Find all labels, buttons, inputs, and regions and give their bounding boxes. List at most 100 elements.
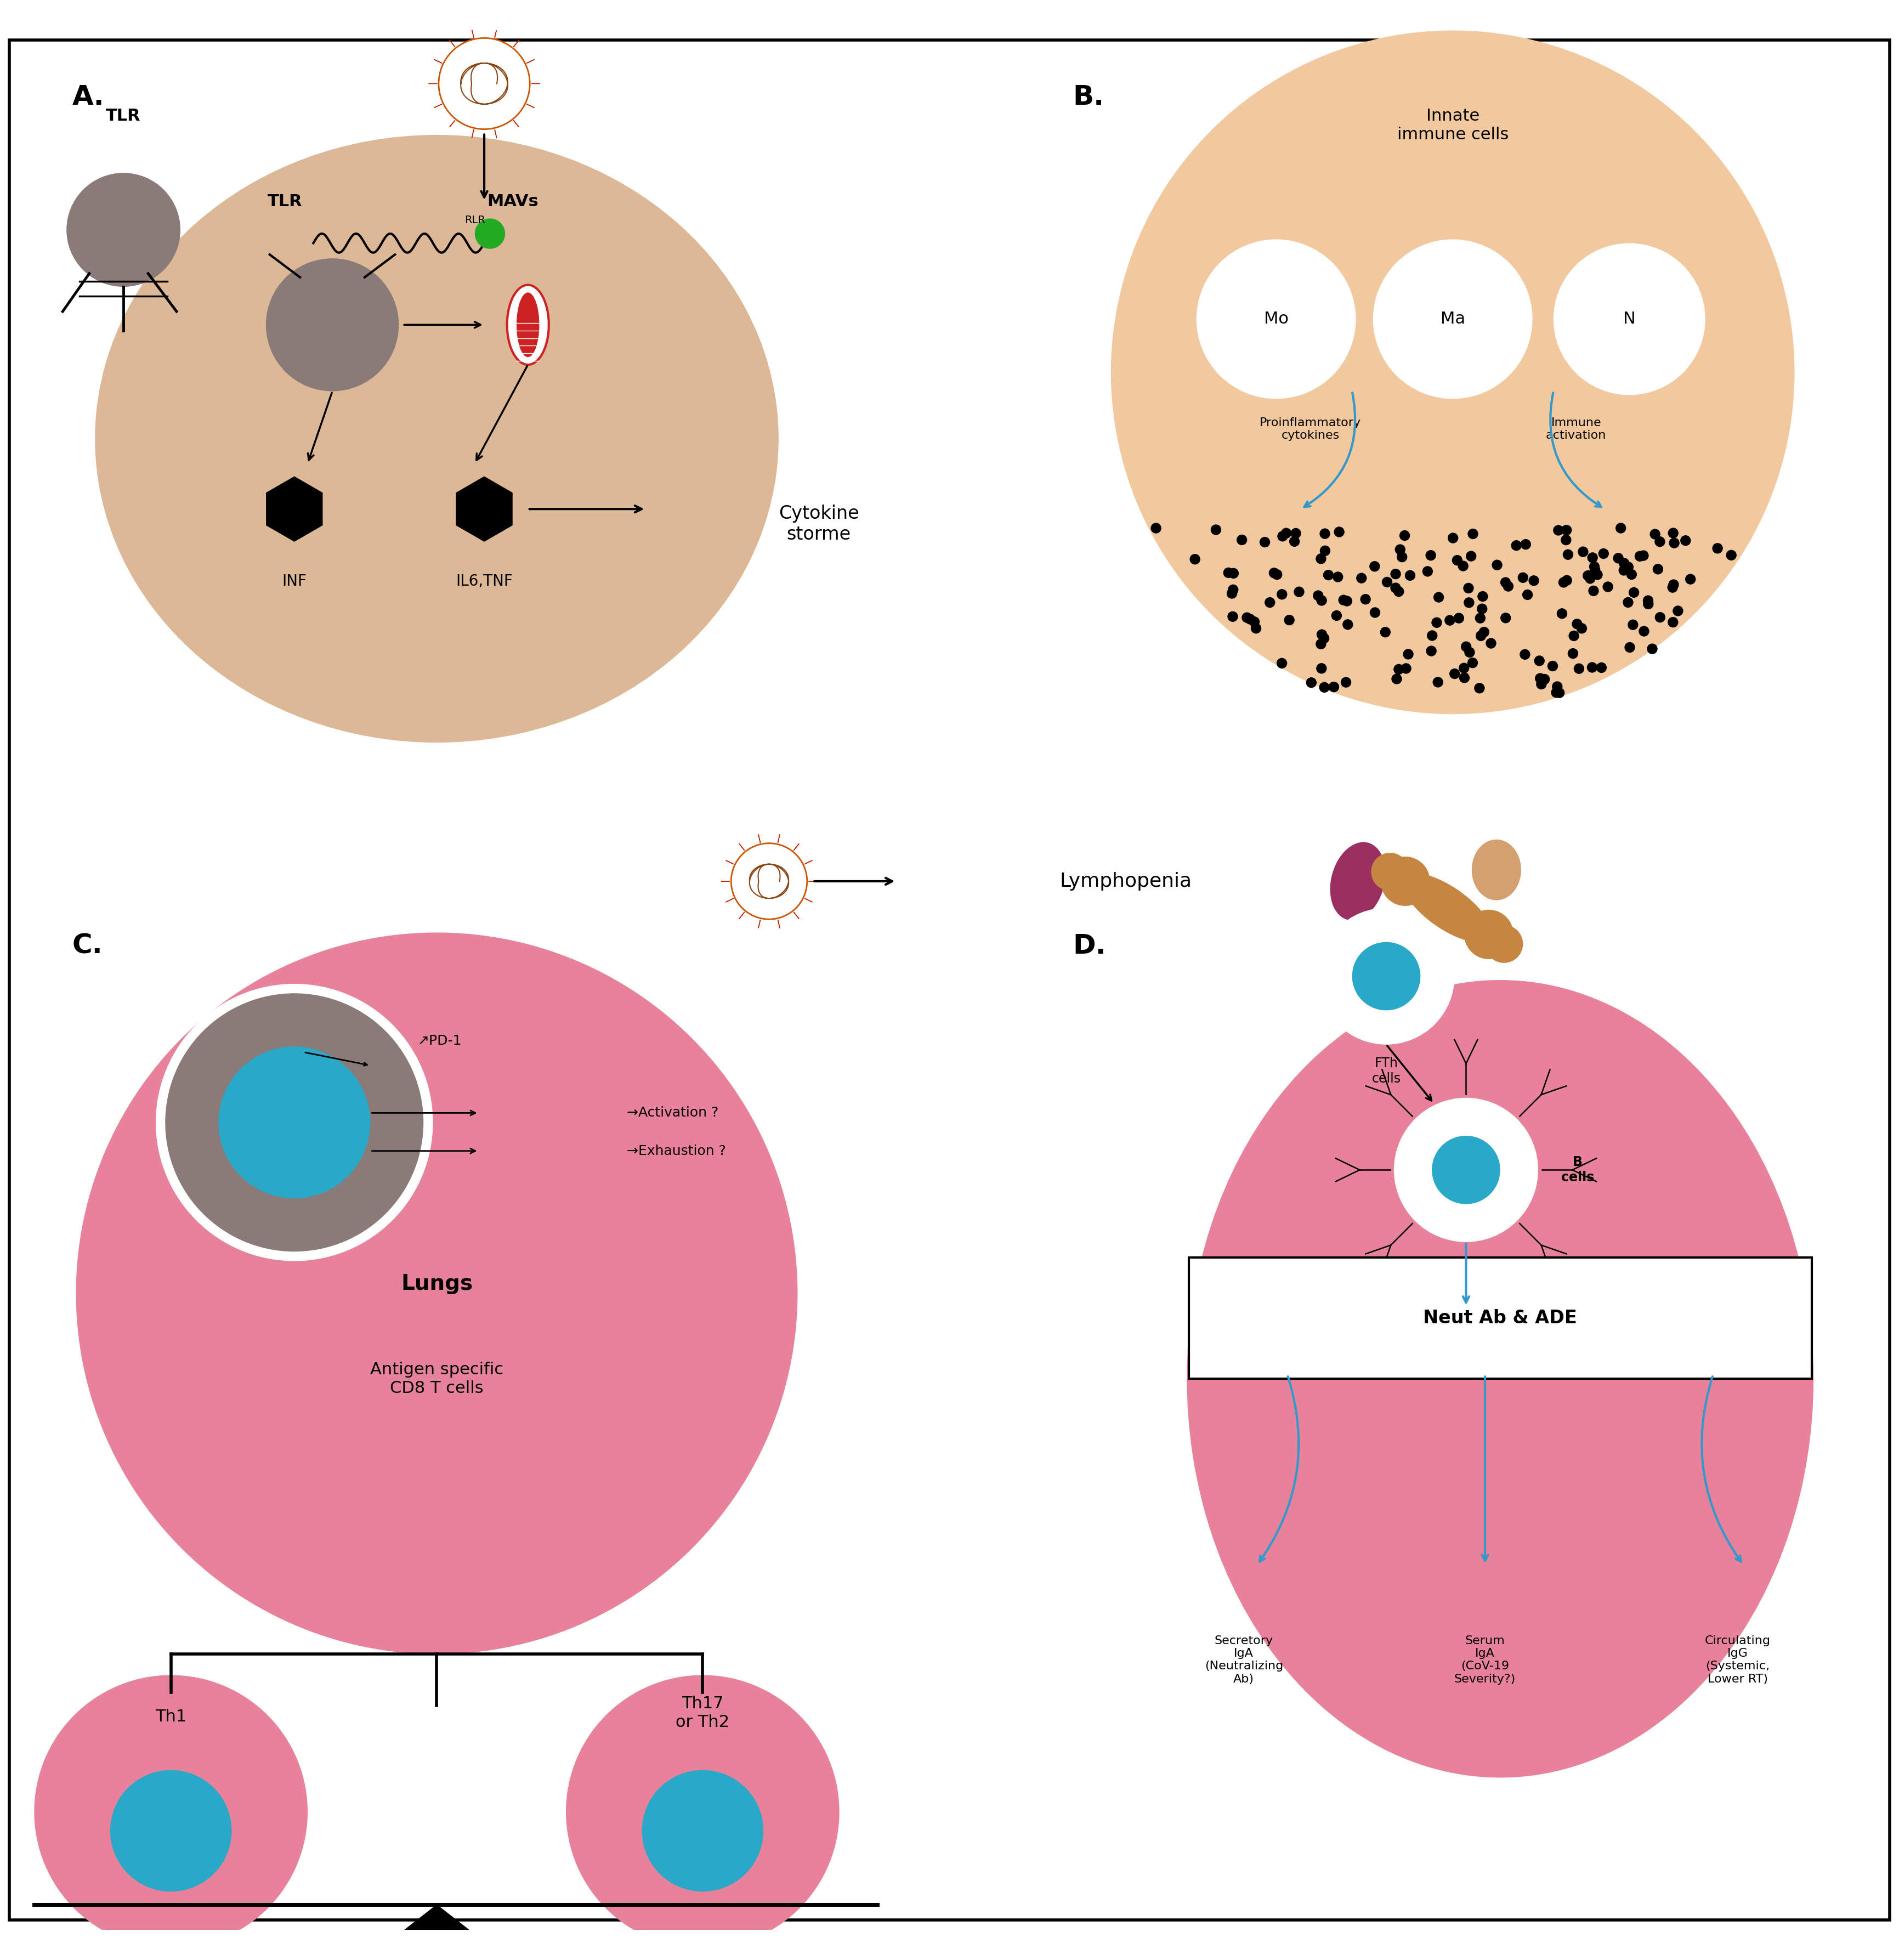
Circle shape <box>1360 594 1371 604</box>
Circle shape <box>1394 1098 1538 1243</box>
FancyArrowPatch shape <box>435 59 442 63</box>
Circle shape <box>1477 604 1487 613</box>
Circle shape <box>1512 541 1521 551</box>
Circle shape <box>1316 639 1326 649</box>
Circle shape <box>1329 682 1339 692</box>
Circle shape <box>1629 588 1639 598</box>
Circle shape <box>1196 239 1356 400</box>
Text: C.: C. <box>72 933 103 958</box>
Circle shape <box>1396 545 1405 555</box>
Circle shape <box>1223 568 1234 578</box>
Circle shape <box>1654 612 1665 623</box>
Circle shape <box>1320 529 1329 539</box>
Circle shape <box>1468 529 1477 539</box>
Text: Proinflammatory
cytokines: Proinflammatory cytokines <box>1259 417 1362 441</box>
Text: Lungs: Lungs <box>401 1274 473 1294</box>
Circle shape <box>1626 568 1637 580</box>
Circle shape <box>1394 586 1403 598</box>
FancyArrowPatch shape <box>794 845 799 851</box>
Circle shape <box>1432 617 1441 627</box>
Circle shape <box>1667 582 1679 592</box>
Circle shape <box>1588 586 1599 596</box>
FancyArrowPatch shape <box>1259 1376 1299 1562</box>
Circle shape <box>1477 592 1489 602</box>
Text: Immune
activation: Immune activation <box>1546 417 1607 441</box>
Text: →Activation ?: →Activation ? <box>627 1105 718 1119</box>
Text: B
cells: B cells <box>1561 1156 1593 1184</box>
Circle shape <box>1432 676 1443 688</box>
Circle shape <box>1639 551 1648 561</box>
Ellipse shape <box>507 284 549 365</box>
Circle shape <box>1343 596 1352 606</box>
Text: RLR: RLR <box>465 216 484 225</box>
Circle shape <box>1460 641 1472 653</box>
FancyArrowPatch shape <box>794 911 799 919</box>
Circle shape <box>1464 909 1514 958</box>
Text: Mo: Mo <box>1265 312 1288 327</box>
Circle shape <box>1624 643 1635 653</box>
Circle shape <box>1561 525 1572 535</box>
Circle shape <box>1624 563 1633 572</box>
Circle shape <box>1578 547 1588 557</box>
Polygon shape <box>456 476 513 541</box>
Circle shape <box>1612 553 1624 563</box>
Circle shape <box>1352 943 1420 1011</box>
Circle shape <box>1320 682 1329 692</box>
Circle shape <box>1272 568 1282 580</box>
Circle shape <box>1551 688 1561 698</box>
FancyArrowPatch shape <box>805 860 813 864</box>
Circle shape <box>1278 531 1288 541</box>
Circle shape <box>1291 527 1301 539</box>
Circle shape <box>1553 243 1705 396</box>
Circle shape <box>1635 551 1645 563</box>
Circle shape <box>34 1676 308 1948</box>
Circle shape <box>1485 925 1523 962</box>
Circle shape <box>1426 645 1438 657</box>
Text: N: N <box>1624 312 1635 327</box>
Circle shape <box>1312 590 1324 602</box>
Circle shape <box>218 1047 370 1198</box>
Text: B.: B. <box>1073 84 1103 110</box>
Circle shape <box>1476 631 1487 641</box>
Circle shape <box>1502 580 1514 592</box>
Circle shape <box>76 933 798 1654</box>
Circle shape <box>1464 598 1474 608</box>
Circle shape <box>475 218 505 249</box>
Circle shape <box>1229 584 1238 596</box>
Circle shape <box>1250 617 1259 627</box>
Text: FTh
cells: FTh cells <box>1371 1056 1401 1086</box>
Text: Circulating
IgG
(Systemic,
Lower RT): Circulating IgG (Systemic, Lower RT) <box>1705 1635 1770 1684</box>
Circle shape <box>1540 674 1550 684</box>
Text: IL6,TNF: IL6,TNF <box>456 574 513 588</box>
Circle shape <box>1464 647 1476 659</box>
Circle shape <box>1639 625 1650 637</box>
Circle shape <box>1242 612 1251 623</box>
Circle shape <box>1320 545 1331 557</box>
Circle shape <box>1569 649 1578 659</box>
Circle shape <box>1453 555 1462 566</box>
Circle shape <box>1151 523 1162 533</box>
Ellipse shape <box>517 292 539 357</box>
FancyArrowPatch shape <box>1702 1376 1741 1562</box>
Circle shape <box>1381 857 1430 906</box>
Circle shape <box>1529 576 1540 586</box>
Circle shape <box>156 984 433 1260</box>
Circle shape <box>1517 572 1529 582</box>
Circle shape <box>1189 555 1200 564</box>
Circle shape <box>1485 637 1496 649</box>
Circle shape <box>1318 907 1455 1045</box>
Circle shape <box>1576 623 1588 633</box>
Text: Neut Ab & ADE: Neut Ab & ADE <box>1422 1309 1578 1327</box>
Circle shape <box>1589 564 1601 574</box>
Circle shape <box>1403 649 1413 659</box>
Circle shape <box>1356 572 1367 584</box>
Polygon shape <box>266 476 323 541</box>
Circle shape <box>1713 543 1722 553</box>
Circle shape <box>1229 568 1238 578</box>
Circle shape <box>1445 615 1455 625</box>
FancyArrowPatch shape <box>513 41 518 47</box>
Circle shape <box>1400 531 1409 541</box>
Circle shape <box>1551 682 1563 692</box>
Text: A.: A. <box>72 84 104 110</box>
Circle shape <box>1652 564 1664 574</box>
